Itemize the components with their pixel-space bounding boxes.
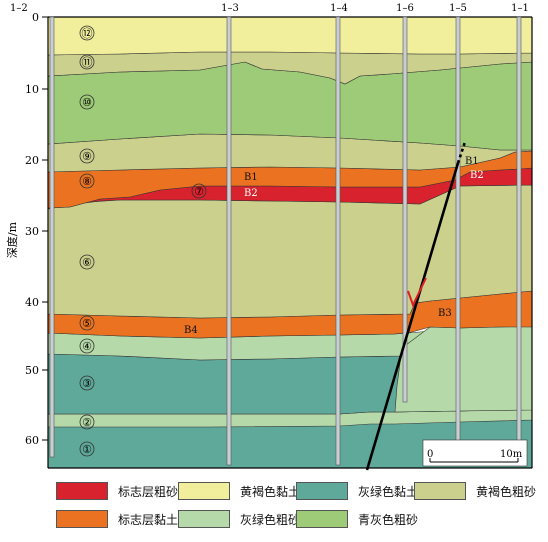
legend-item-yellow-brown-sand: 黄褐色粗砂: [414, 482, 536, 500]
scale-bar: 0 10m: [422, 439, 528, 467]
right-block-gray-green-sand: [394, 325, 533, 413]
boreholes: 1–2 1–3 1–4 1–6 1–5 1–1: [10, 3, 529, 466]
legend-item-marker-sand: 标志层粗砂: [56, 482, 178, 500]
frame: [47, 16, 533, 469]
legend-swatch: [56, 510, 108, 528]
depth-tick-30: 30: [25, 225, 39, 238]
marker-label-b4: B4: [184, 325, 198, 336]
layer-number-1: ①: [82, 443, 92, 456]
fault-movement-arrow-icon: [407, 277, 427, 308]
layer-number-5: ⑤: [82, 317, 92, 330]
borehole-label-1-6: 1–6: [396, 3, 414, 14]
layer-number-12: ⑫: [82, 27, 93, 40]
depth-tick-60: 60: [25, 434, 39, 447]
legend-label: 标志层黏土: [118, 512, 179, 527]
legend-label: 标志层粗砂: [118, 484, 179, 499]
depth-tick-0: 0: [32, 11, 39, 24]
marker-labels: B1 B2 B3 B4 B1 B2: [184, 156, 484, 336]
layer-numbers: ⑫ ⑪ ⑩ ⑨ ⑧ ⑦ ⑥ ⑤ ④ ③ ② ①: [79, 25, 207, 457]
borehole-1-6-shaft: [402, 16, 408, 403]
depth-tick-40: 40: [25, 296, 39, 309]
legend: 标志层粗砂 黄褐色黏土 灰绿色黏土 黄褐色粗砂 标志层黏土 灰绿色粗砂 青灰色粗…: [56, 480, 536, 532]
layer-number-4: ④: [82, 340, 92, 353]
borehole-label-1-5: 1–5: [449, 3, 467, 14]
legend-swatch: [178, 482, 230, 500]
marker-label-b2-right: B2: [470, 170, 484, 181]
borehole-label-1-2: 1–2: [10, 3, 28, 14]
legend-item-gray-green-clay: 灰绿色黏土: [296, 482, 418, 500]
layer-number-3: ③: [82, 377, 92, 390]
depth-tick-20: 20: [25, 154, 39, 167]
legend-item-yellow-brown-clay: 黄褐色黏土: [178, 482, 300, 500]
depth-axis-label: 深度/m: [5, 221, 19, 258]
marker-label-b1-left: B1: [244, 172, 258, 183]
legend-swatch: [178, 510, 230, 528]
legend-label: 黄褐色黏土: [240, 484, 301, 499]
fault-line-dashed-tip: [456, 141, 467, 164]
depth-tick-50: 50: [25, 364, 39, 377]
layer-number-9: ⑨: [82, 150, 92, 163]
marker-label-b2-left: B2: [244, 188, 258, 199]
legend-label: 黄褐色粗砂: [476, 484, 537, 499]
borehole-1-3-shaft: [226, 16, 232, 466]
layer-number-2: ②: [82, 416, 92, 429]
legend-swatch: [296, 510, 348, 528]
borehole-1-4-shaft: [335, 16, 341, 466]
borehole-1-2-shaft: [49, 16, 55, 458]
scale-bar-start: 0: [427, 449, 433, 460]
borehole-1-1-shaft: [516, 16, 522, 466]
legend-item-marker-clay: 标志层黏土: [56, 510, 178, 528]
layer-number-10: ⑩: [82, 96, 92, 109]
legend-label: 灰绿色黏土: [358, 484, 419, 499]
fault-line: [365, 162, 460, 471]
layer-number-11: ⑪: [82, 56, 93, 69]
layer-number-7: ⑦: [194, 185, 204, 198]
legend-item-blue-gray-sand: 青灰色粗砂: [296, 510, 418, 528]
borehole-label-1-4: 1–4: [330, 3, 348, 14]
marker-label-b3: B3: [438, 308, 452, 319]
depth-axis: 0 10 20 30 40 50 60 深度/m: [5, 11, 48, 447]
layer-number-6: ⑥: [82, 256, 92, 269]
scale-bar-end: 10m: [500, 449, 523, 460]
layer-number-8: ⑧: [82, 175, 92, 188]
depth-tick-10: 10: [25, 83, 39, 96]
borehole-label-1-3: 1–3: [221, 3, 239, 14]
legend-item-gray-green-sand: 灰绿色粗砂: [178, 510, 300, 528]
legend-label: 灰绿色粗砂: [240, 512, 301, 527]
borehole-label-1-1: 1–1: [511, 3, 529, 14]
borehole-1-5-shaft: [455, 16, 461, 466]
legend-swatch: [56, 482, 108, 500]
marker-label-b1-right: B1: [465, 156, 479, 167]
legend-label: 青灰色粗砂: [358, 512, 419, 527]
legend-swatch: [296, 482, 348, 500]
legend-swatch: [414, 482, 466, 500]
fault: [365, 141, 467, 471]
